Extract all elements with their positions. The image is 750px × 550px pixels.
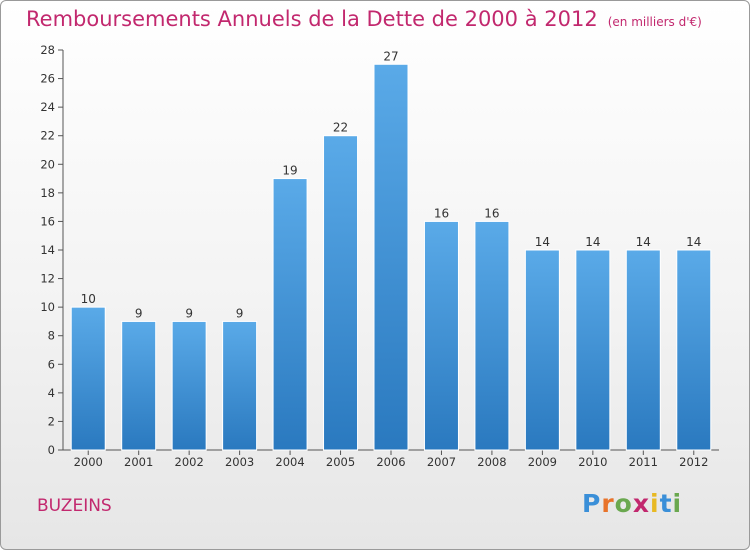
y-tick-label: 14 bbox=[40, 243, 55, 257]
value-label-2002: 9 bbox=[185, 306, 193, 320]
y-tick-label: 24 bbox=[40, 100, 55, 114]
bar-2002 bbox=[171, 320, 207, 451]
value-label-2009: 14 bbox=[535, 235, 550, 249]
value-label-2000: 10 bbox=[81, 292, 96, 306]
logo-letter: o bbox=[614, 489, 633, 518]
chart-unit: (en milliers d'€) bbox=[607, 15, 702, 29]
value-label-2011: 14 bbox=[636, 235, 651, 249]
x-tick-label: 2004 bbox=[275, 455, 304, 469]
y-tick-label: 4 bbox=[48, 386, 55, 400]
x-tick-label: 2003 bbox=[225, 455, 254, 469]
value-label-2010: 14 bbox=[585, 235, 600, 249]
bar-2011 bbox=[625, 249, 661, 451]
x-tick-label: 2007 bbox=[427, 455, 456, 469]
bar-2000 bbox=[70, 306, 106, 451]
logo-letter: x bbox=[632, 489, 650, 518]
y-tick-label: 8 bbox=[48, 329, 55, 343]
y-tick-label: 18 bbox=[40, 186, 55, 200]
y-tick-label: 28 bbox=[40, 43, 55, 57]
bar-2010 bbox=[575, 249, 611, 451]
x-tick-label: 2001 bbox=[124, 455, 153, 469]
y-tick-label: 6 bbox=[48, 357, 55, 371]
bar-2007 bbox=[423, 220, 459, 451]
x-tick-label: 2010 bbox=[578, 455, 607, 469]
x-tick-label: 2008 bbox=[477, 455, 506, 469]
y-tick-label: 2 bbox=[48, 414, 55, 428]
x-tick-label: 2009 bbox=[528, 455, 557, 469]
chart-title: Remboursements Annuels de la Dette de 20… bbox=[26, 7, 702, 31]
y-tick-label: 20 bbox=[40, 157, 55, 171]
y-tick-label: 12 bbox=[40, 272, 55, 286]
x-tick-label: 2006 bbox=[376, 455, 405, 469]
bar-2006 bbox=[373, 63, 409, 451]
y-tick-label: 0 bbox=[48, 443, 55, 457]
x-tick-label: 2002 bbox=[175, 455, 204, 469]
y-tick-label: 22 bbox=[40, 129, 55, 143]
bar-2003 bbox=[222, 320, 258, 451]
x-tick-label: 2011 bbox=[629, 455, 658, 469]
commune-name: BUZEINS bbox=[37, 496, 112, 516]
chart-title-text: Remboursements Annuels de la Dette de 20… bbox=[26, 7, 598, 31]
value-label-2005: 22 bbox=[333, 121, 348, 135]
value-label-2008: 16 bbox=[484, 206, 499, 220]
bar-2004 bbox=[272, 178, 308, 451]
value-label-2004: 19 bbox=[282, 164, 297, 178]
value-label-2007: 16 bbox=[434, 206, 449, 220]
bar-2012 bbox=[676, 249, 712, 451]
proxiti-logo: Proxiti bbox=[582, 489, 682, 518]
logo-letter: r bbox=[601, 489, 615, 518]
y-tick-label: 16 bbox=[40, 214, 55, 228]
value-label-2006: 27 bbox=[383, 49, 398, 63]
y-tick-label: 10 bbox=[40, 300, 55, 314]
chart-bars bbox=[70, 63, 712, 451]
x-tick-label: 2005 bbox=[326, 455, 355, 469]
value-label-2012: 14 bbox=[686, 235, 701, 249]
bar-2001 bbox=[121, 320, 157, 451]
value-label-2001: 9 bbox=[135, 306, 143, 320]
bar-2008 bbox=[474, 220, 510, 451]
logo-letter: P bbox=[582, 489, 602, 518]
bar-2005 bbox=[323, 135, 359, 451]
x-tick-label: 2012 bbox=[679, 455, 708, 469]
logo-letter: i bbox=[650, 489, 660, 518]
logo-letter: i bbox=[672, 489, 683, 518]
logo-letter: t bbox=[659, 489, 673, 518]
value-label-2003: 9 bbox=[236, 306, 244, 320]
y-tick-label: 26 bbox=[40, 72, 55, 86]
bar-2009 bbox=[524, 249, 560, 451]
x-tick-label: 2000 bbox=[74, 455, 103, 469]
chart-value-labels: 10 9 9 9 19 22 27 16 16 14 14 14 14 bbox=[81, 49, 702, 320]
